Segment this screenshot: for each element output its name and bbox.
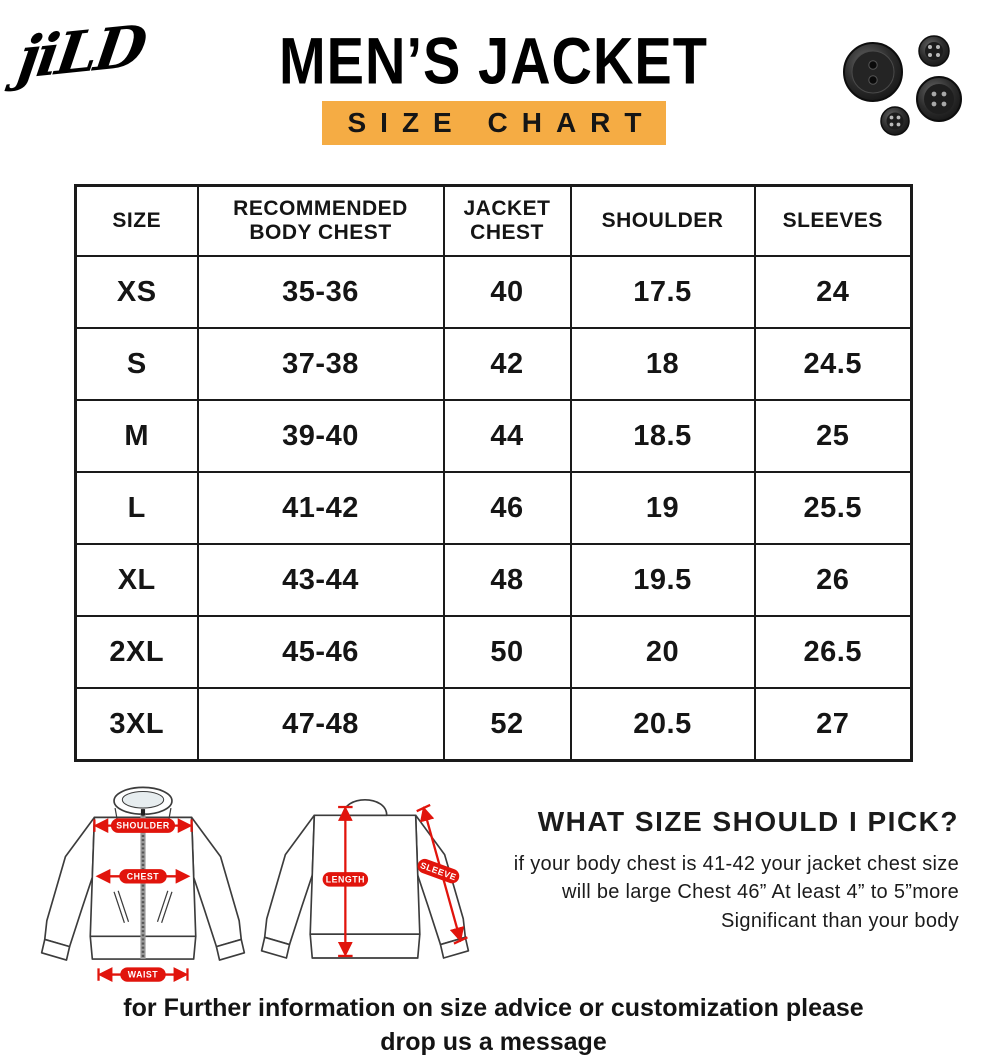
table-row: XS 35-36 40 17.5 24 [74,255,913,329]
cell-size: S [74,327,199,401]
front-measure-chest: CHEST [95,868,191,884]
cell-size: 3XL [74,687,199,762]
advice-heading: WHAT SIZE SHOULD I PICK? [537,806,959,837]
waist-measure-label: WAIST [128,970,159,980]
button-medium-icon [916,76,962,122]
jacket-diagrams: SHOULDER CHEST WAIST [34,776,474,988]
column-header-shoulder: SHOULDER [569,184,756,257]
front-jacket-outline [40,786,246,961]
cell-shoulder: 19 [569,471,756,545]
jacket-front-diagram: SHOULDER CHEST WAIST [40,786,246,982]
button-large-icon [843,42,903,102]
cell-sleeves: 26 [753,543,913,617]
table-row: M 39-40 44 18.5 25 [74,399,913,473]
cell-jacket-chest: 50 [442,615,572,689]
cell-size: XL [74,543,199,617]
column-header-size: SIZE [74,184,199,257]
bottom-section: SHOULDER CHEST WAIST [0,762,987,988]
column-header-sleeves: SLEEVES [753,184,913,257]
cell-body-chest: 45-46 [196,615,445,689]
cell-jacket-chest: 44 [442,399,572,473]
jacket-back-diagram: LENGTH SLEEVE [260,798,470,959]
cell-body-chest: 47-48 [196,687,445,762]
footer-line: for Further information on size advice o… [123,994,864,1022]
cell-shoulder: 20 [569,615,756,689]
shoulder-measure-label: SHOULDER [116,821,170,831]
column-header-body-chest: RECOMMENDED BODY CHEST [196,184,445,257]
table-row: S 37-38 42 18 24.5 [74,327,913,401]
cell-jacket-chest: 42 [442,327,572,401]
advice-line: will be large Chest 46” At least 4” to 5… [561,881,959,904]
size-chart-banner: SIZE CHART [321,101,666,145]
cell-size: M [74,399,199,473]
cell-shoulder: 18.5 [569,399,756,473]
column-header-jacket-chest: JACKET CHEST [442,184,572,257]
cell-body-chest: 37-38 [196,327,445,401]
cell-shoulder: 19.5 [569,543,756,617]
cell-sleeves: 24 [753,255,913,329]
cell-jacket-chest: 46 [442,471,572,545]
cell-size: 2XL [74,615,199,689]
table-header-row: SIZE RECOMMENDED BODY CHEST JACKET CHEST… [74,184,913,257]
cell-shoulder: 17.5 [569,255,756,329]
table-row: L 41-42 46 19 25.5 [74,471,913,545]
cell-jacket-chest: 52 [442,687,572,762]
header: jiLD MEN’S JACKET SIZE CHART [0,0,987,178]
cell-jacket-chest: 48 [442,543,572,617]
cell-sleeves: 25 [753,399,913,473]
chest-measure-label: CHEST [127,871,159,881]
cell-shoulder: 18 [569,327,756,401]
front-measure-waist: WAIST [97,967,189,982]
cell-jacket-chest: 40 [442,255,572,329]
back-measure-length: LENGTH [322,805,369,958]
advice-body: if your body chest is 41-42 your jacket … [474,850,959,935]
cell-sleeves: 27 [753,687,913,762]
cell-body-chest: 35-36 [196,255,445,329]
title-block: MEN’S JACKET SIZE CHART [0,22,987,145]
cell-sleeves: 26.5 [753,615,913,689]
advice-line: Significant than your body [721,909,959,932]
button-small-bottom-icon [880,106,910,136]
button-small-top-icon [918,35,950,67]
table-row: 3XL 47-48 52 20.5 27 [74,687,913,762]
length-measure-label: LENGTH [326,875,365,885]
size-advice-block: WHAT SIZE SHOULD I PICK? if your body ch… [474,776,969,935]
cell-sleeves: 25.5 [753,471,913,545]
cell-sleeves: 24.5 [753,327,913,401]
advice-line: if your body chest is 41-42 your jacket … [513,853,959,875]
jacket-buttons-image [833,26,971,147]
page-title: MEN’S JACKET [279,23,708,98]
cell-body-chest: 43-44 [196,543,445,617]
buttons-icon [843,35,962,136]
cell-size: L [74,471,199,545]
footer-note: for Further information on size advice o… [0,992,987,1060]
cell-size: XS [74,255,199,329]
table-row: XL 43-44 48 19.5 26 [74,543,913,617]
cell-body-chest: 41-42 [196,471,445,545]
cell-body-chest: 39-40 [196,399,445,473]
table-row: 2XL 45-46 50 20 26.5 [74,615,913,689]
cell-shoulder: 20.5 [569,687,756,762]
size-chart-table: SIZE RECOMMENDED BODY CHEST JACKET CHEST… [74,184,913,762]
front-measure-shoulder: SHOULDER [93,818,193,834]
footer-line: drop us a message [380,1027,607,1056]
